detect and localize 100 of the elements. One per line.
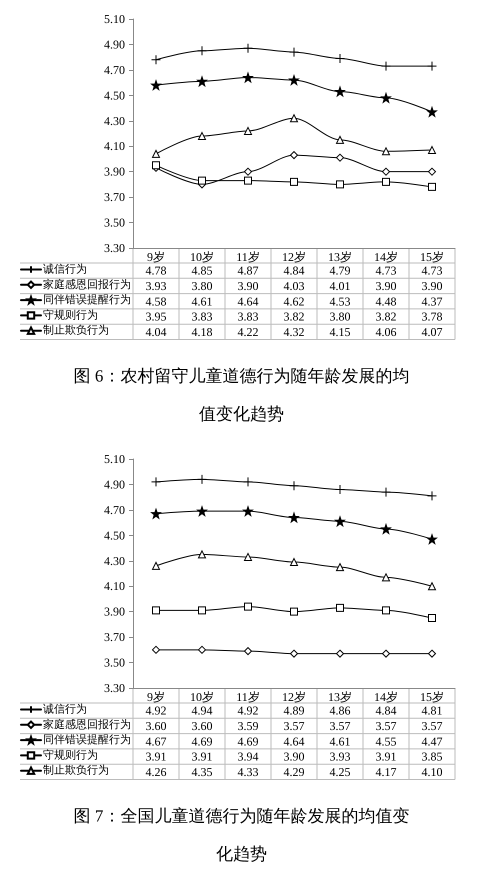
data-label: 4.69 — [192, 734, 212, 748]
data-label: 4.58 — [146, 294, 166, 308]
point — [427, 534, 437, 544]
x-tick-label: 11岁 — [236, 690, 260, 704]
point — [289, 75, 299, 86]
data-label: 4.61 — [330, 734, 350, 748]
data-label: 4.47 — [422, 734, 442, 748]
point — [197, 46, 207, 56]
point — [382, 147, 390, 156]
point — [428, 650, 436, 658]
point — [244, 647, 252, 656]
data-label: 4.61 — [192, 294, 212, 308]
data-label: 4.10 — [422, 764, 442, 779]
legend-label: 同伴错误提醒行为 — [43, 733, 131, 746]
data-label: 4.92 — [146, 704, 166, 718]
data-label: 3.57 — [422, 718, 442, 733]
data-label: 4.81 — [422, 704, 442, 718]
point — [244, 126, 252, 135]
data-label: 4.03 — [284, 278, 304, 293]
data-label: 4.22 — [238, 324, 258, 339]
data-label: 4.92 — [238, 704, 258, 718]
data-label: 4.78 — [146, 264, 166, 278]
data-label: 4.25 — [330, 764, 350, 779]
data-label: 3.80 — [330, 310, 350, 324]
point — [152, 606, 160, 614]
data-label: 4.37 — [422, 294, 442, 308]
data-label: 4.79 — [330, 264, 350, 278]
data-label: 4.67 — [146, 734, 166, 748]
x-tick-label: 13岁 — [328, 690, 352, 704]
point — [290, 151, 298, 160]
point — [336, 563, 344, 572]
point — [244, 552, 252, 561]
legend-label: 家庭感恩回报行为 — [43, 278, 131, 291]
point — [381, 92, 391, 103]
point — [382, 573, 390, 582]
x-tick-label: 9岁 — [147, 690, 165, 704]
point — [198, 176, 206, 185]
point — [152, 646, 160, 654]
point — [243, 72, 253, 83]
data-label: 4.86 — [330, 704, 350, 718]
point — [428, 614, 436, 622]
y-tick-label: 5.10 — [104, 452, 125, 466]
y-tick-label: 3.90 — [104, 604, 125, 619]
point — [197, 474, 207, 484]
point — [428, 182, 436, 191]
data-label: 3.57 — [284, 718, 304, 733]
y-tick-label: 3.50 — [104, 216, 125, 230]
data-label: 4.29 — [284, 764, 304, 779]
point — [336, 180, 344, 188]
point — [151, 80, 161, 90]
point — [427, 490, 437, 501]
data-label: 3.90 — [284, 750, 304, 764]
data-label: 3.57 — [330, 718, 350, 733]
data-label: 3.91 — [146, 750, 166, 764]
y-tick-label: 4.30 — [104, 554, 125, 568]
point — [382, 178, 390, 186]
data-label: 4.85 — [192, 264, 212, 278]
point — [382, 606, 390, 614]
point — [336, 154, 344, 162]
point — [428, 146, 436, 154]
y-tick-label: 3.70 — [104, 630, 125, 644]
x-tick-label: 14岁 — [374, 690, 398, 704]
data-label: 4.32 — [284, 324, 304, 339]
data-label: 4.87 — [238, 264, 258, 278]
data-label: 4.73 — [376, 264, 396, 278]
point — [290, 608, 298, 616]
point — [243, 476, 253, 487]
point — [427, 61, 437, 72]
y-tick-label: 3.30 — [104, 681, 125, 695]
point — [151, 508, 161, 519]
data-label: 4.26 — [146, 764, 166, 779]
data-label: 4.48 — [376, 294, 396, 308]
data-label: 4.33 — [238, 764, 258, 779]
data-label: 4.73 — [422, 264, 442, 278]
point — [152, 562, 160, 570]
data-label: 4.84 — [376, 704, 396, 718]
point — [198, 132, 206, 140]
point — [428, 168, 436, 176]
point — [289, 512, 299, 523]
y-tick-label: 4.50 — [104, 528, 125, 542]
data-label: 3.60 — [192, 718, 212, 733]
data-label: 4.15 — [330, 324, 350, 339]
data-label: 3.83 — [238, 310, 258, 324]
point — [290, 558, 298, 566]
text: 图 6：农村留守儿童道德行为随年龄发展的均值变化趋势 — [74, 366, 410, 424]
point — [289, 480, 299, 491]
y-tick-label: 4.70 — [104, 502, 125, 517]
x-tick-label: 12岁 — [282, 250, 306, 264]
point — [381, 524, 391, 534]
data-label: 4.64 — [284, 734, 304, 748]
x-tick-label: 12岁 — [282, 690, 306, 704]
point — [243, 506, 253, 516]
data-label: 4.94 — [192, 704, 212, 718]
legend-label: 同伴错误提醒行为 — [43, 293, 131, 306]
data-label: 3.91 — [192, 750, 212, 764]
data-label: 4.06 — [376, 324, 396, 339]
point — [335, 86, 345, 97]
point — [243, 43, 253, 54]
legend-label: 诚信行为 — [43, 262, 87, 276]
y-tick-label: 4.90 — [104, 477, 125, 492]
